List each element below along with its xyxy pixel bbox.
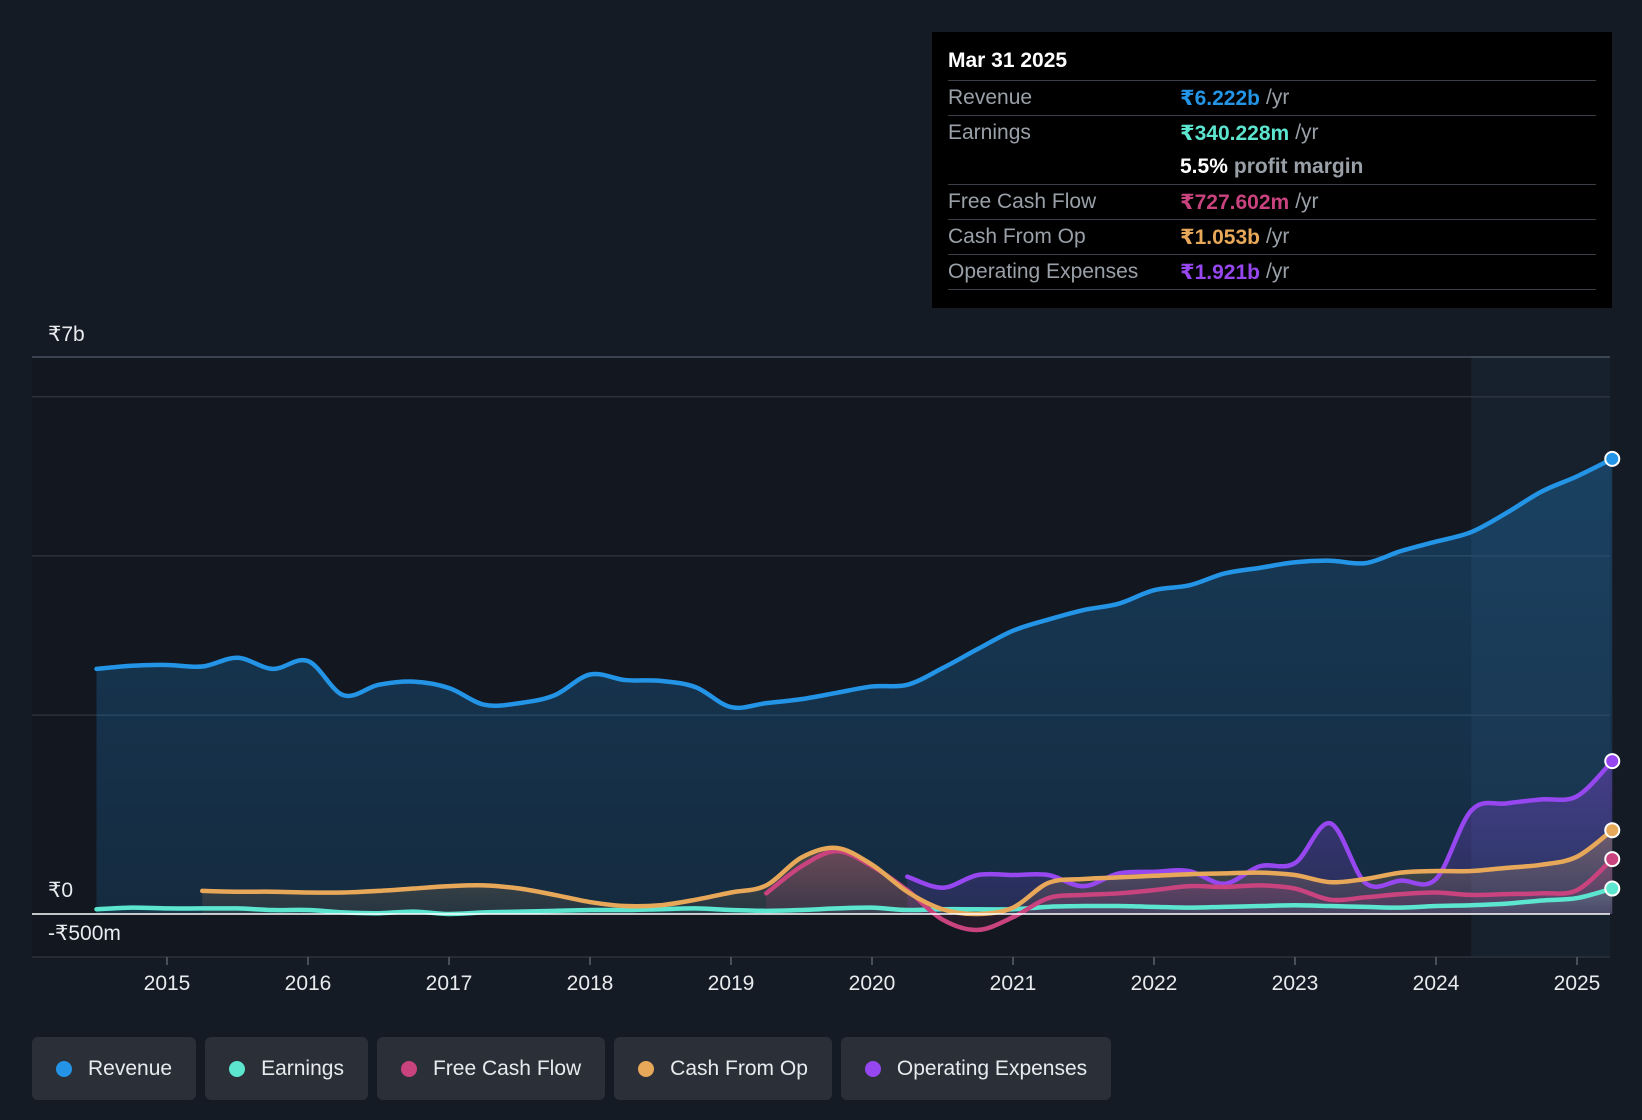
- legend-label: Revenue: [88, 1056, 173, 1080]
- x-tick-label: 2016: [285, 972, 332, 995]
- tooltip-value: ₹1.053b: [1180, 225, 1260, 249]
- opex-line: [905, 758, 1615, 890]
- legend-dot-icon: [229, 1060, 246, 1077]
- x-tick-label: 2019: [708, 972, 755, 995]
- legend-label: Operating Expenses: [896, 1056, 1088, 1080]
- x-tick-label: 2022: [1131, 972, 1178, 995]
- y-tick-label: ₹7b: [48, 323, 85, 346]
- x-tick-label: 2024: [1413, 972, 1460, 995]
- x-tick-label: 2018: [567, 972, 614, 995]
- legend-item-operating-expenses[interactable]: Operating Expenses: [840, 1037, 1112, 1100]
- tooltip-value: ₹727.602m: [1180, 190, 1290, 214]
- legend-label: Cash From Op: [670, 1056, 808, 1080]
- y-tick-label: ₹0: [48, 879, 73, 902]
- tooltip-unit: profit margin: [1233, 155, 1364, 178]
- legend-dot-icon: [400, 1060, 417, 1077]
- tooltip-row-fcf: Free Cash Flow ₹727.602m /yr: [948, 184, 1596, 219]
- tooltip-label: Revenue: [948, 86, 1033, 109]
- tooltip-row-margin: 5.5% profit margin: [948, 150, 1596, 184]
- legend-dot-icon: [638, 1060, 655, 1077]
- tooltip-date: Mar 31 2025: [948, 49, 1068, 72]
- tooltip-row-cfo: Cash From Op ₹1.053b /yr: [948, 219, 1596, 254]
- x-tick-label: 2021: [990, 972, 1037, 995]
- opex-end-marker: [1604, 753, 1621, 770]
- legend-label: Earnings: [261, 1056, 344, 1080]
- tooltip-label: Free Cash Flow: [948, 190, 1097, 213]
- earnings-line: [94, 886, 1615, 917]
- tooltip-row-earnings: Earnings ₹340.228m /yr: [948, 115, 1596, 150]
- x-tick-label: 2017: [426, 972, 473, 995]
- y-tick-label: -₹500m: [48, 922, 121, 945]
- chart-legend: Revenue Earnings Free Cash Flow Cash Fro…: [32, 1037, 1112, 1100]
- x-tick-label: 2023: [1272, 972, 1319, 995]
- chart-tooltip: Mar 31 2025 Revenue ₹6.222b /yr Earnings…: [932, 32, 1612, 308]
- revenue-line: [94, 456, 1615, 711]
- x-tick-label: 2025: [1554, 972, 1601, 995]
- tooltip-unit: /yr: [1295, 121, 1319, 144]
- cfo-end-marker: [1604, 822, 1621, 839]
- legend-label: Free Cash Flow: [432, 1056, 582, 1080]
- tooltip-unit: /yr: [1295, 190, 1319, 213]
- x-tick-label: 2020: [849, 972, 896, 995]
- tooltip-row-opex: Operating Expenses ₹1.921b /yr: [948, 254, 1596, 290]
- legend-item-cash-from-op[interactable]: Cash From Op: [614, 1037, 832, 1100]
- tooltip-value: ₹340.228m: [1180, 121, 1290, 145]
- tooltip-unit: /yr: [1266, 225, 1290, 248]
- tooltip-label: Operating Expenses: [948, 260, 1139, 283]
- x-tick-label: 2015: [144, 972, 191, 995]
- fcf-end-marker: [1604, 851, 1621, 868]
- revenue-end-marker: [1604, 450, 1621, 467]
- legend-dot-icon: [864, 1060, 881, 1077]
- cfo-line: [200, 827, 1615, 917]
- tooltip-unit: /yr: [1266, 86, 1290, 109]
- tooltip-label: Cash From Op: [948, 225, 1086, 248]
- tooltip-value: ₹1.921b: [1180, 260, 1260, 284]
- legend-item-revenue[interactable]: Revenue: [32, 1037, 197, 1100]
- earnings-end-marker: [1604, 880, 1621, 897]
- tooltip-value: ₹6.222b: [1180, 86, 1260, 110]
- tooltip-unit: /yr: [1266, 260, 1290, 283]
- tooltip-row-revenue: Revenue ₹6.222b /yr: [948, 80, 1596, 115]
- tooltip-label: Earnings: [948, 121, 1031, 144]
- legend-item-free-cash-flow[interactable]: Free Cash Flow: [376, 1037, 606, 1100]
- legend-item-earnings[interactable]: Earnings: [205, 1037, 368, 1100]
- legend-dot-icon: [56, 1060, 72, 1077]
- tooltip-value: 5.5%: [1180, 155, 1228, 178]
